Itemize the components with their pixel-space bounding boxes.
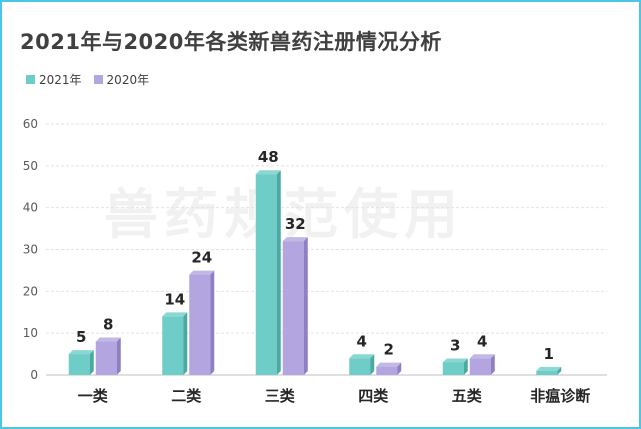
- legend-label-2020: 2020年: [106, 73, 150, 87]
- bar: [189, 274, 211, 375]
- data-label: 32: [285, 215, 306, 233]
- bar-top: [376, 362, 402, 367]
- bar-top: [282, 237, 308, 242]
- data-label: 8: [103, 316, 113, 334]
- bar-side: [116, 337, 121, 375]
- data-label: 5: [76, 328, 86, 346]
- legend-swatch-2020: [93, 75, 103, 84]
- x-tick-label: 五类: [452, 387, 483, 405]
- legend-swatch-2021: [26, 75, 35, 84]
- bar-side: [370, 354, 375, 375]
- x-tick-label: 四类: [358, 387, 389, 405]
- x-tick-label: 一类: [78, 387, 109, 405]
- bar: [536, 370, 558, 375]
- data-label: 4: [357, 332, 367, 350]
- bar-top: [349, 354, 375, 359]
- data-label: 4: [477, 332, 487, 350]
- bar-top: [442, 358, 468, 363]
- bar-side: [463, 358, 468, 375]
- bar: [95, 341, 117, 375]
- bar: [442, 362, 464, 375]
- bar-top: [469, 354, 495, 359]
- bar-side: [183, 312, 188, 375]
- watermark: 兽药规范使用: [104, 183, 464, 246]
- y-tick-label: 10: [23, 326, 38, 340]
- x-tick-label: 二类: [171, 387, 202, 405]
- bar: [255, 174, 277, 375]
- bar: [162, 316, 184, 375]
- y-tick-label: 0: [30, 368, 38, 382]
- bar-side: [210, 270, 215, 375]
- data-label: 1: [544, 345, 554, 363]
- data-label: 14: [164, 290, 185, 308]
- bar-side: [303, 237, 308, 375]
- bar-top: [162, 312, 188, 317]
- legend: 2021年 2020年: [26, 71, 161, 88]
- legend-label-2021: 2021年: [39, 73, 82, 87]
- legend-item-2021: 2021年: [26, 71, 82, 88]
- bar: [68, 354, 90, 375]
- y-tick-label: 50: [23, 159, 38, 173]
- bar: [469, 358, 491, 375]
- chart-title: 2021年与2020年各类新兽药注册情况分析: [20, 30, 442, 54]
- data-label: 3: [450, 336, 460, 354]
- bar: [282, 241, 304, 375]
- data-label: 24: [191, 249, 212, 267]
- data-label: 2: [384, 341, 394, 359]
- bar-side: [490, 354, 495, 375]
- bar-top: [95, 337, 121, 342]
- y-tick-label: 60: [23, 117, 38, 131]
- bar: [376, 366, 398, 375]
- y-tick-label: 40: [23, 201, 38, 215]
- legend-item-2020: 2020年: [93, 71, 150, 88]
- bar-top: [189, 270, 215, 275]
- bar-side: [397, 362, 402, 375]
- bar-side: [276, 170, 281, 375]
- bar-top: [68, 350, 94, 355]
- x-tick-label: 非瘟诊断: [530, 387, 590, 405]
- data-label: 48: [258, 148, 279, 166]
- bar-side: [557, 366, 562, 375]
- bar-side: [89, 350, 94, 375]
- bar-top: [255, 170, 281, 175]
- y-tick-label: 30: [23, 243, 38, 257]
- y-tick-label: 20: [23, 284, 38, 298]
- x-tick-label: 三类: [265, 387, 296, 405]
- bar: [349, 358, 371, 375]
- bar-top: [536, 366, 562, 371]
